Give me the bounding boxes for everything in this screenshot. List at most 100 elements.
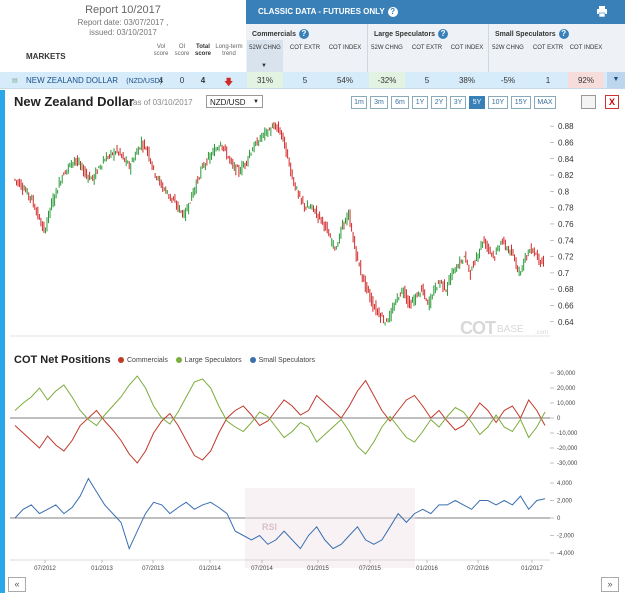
watermark-base: BASE: [497, 324, 524, 335]
help-icon[interactable]: ?: [387, 7, 398, 17]
small-spec-y-tick-label: 2,000: [557, 499, 573, 505]
group-small-speculators: Small Speculators?: [495, 29, 569, 39]
row-collapse-icon[interactable]: ▼: [607, 72, 625, 88]
report-date: Report date: 03/07/2017 ,: [77, 18, 169, 27]
print-chart-icon[interactable]: [581, 95, 596, 109]
x-tick-label: 01/2015: [307, 566, 329, 572]
col-cot-extr-large-spec[interactable]: COT EXTR: [411, 45, 443, 51]
market-row-nzd[interactable]: [0, 72, 625, 89]
cot-section-title: COT Net Positions: [14, 354, 111, 366]
legend-dot-small-spec: [249, 357, 256, 364]
x-tick-label: 07/2012: [34, 566, 56, 572]
col-cot-index-small-spec[interactable]: COT INDEX: [569, 45, 603, 51]
cot-y-tick-label: -30,000: [557, 461, 578, 467]
cot-y-tick-label: 10,000: [557, 401, 576, 407]
cot-y-tick-label: 0: [557, 416, 561, 422]
group-large-speculators: Large Speculators?: [374, 29, 449, 39]
cot-y-tick-label: 30,000: [557, 371, 576, 377]
chart-title: New Zealand Dollar: [14, 94, 134, 109]
zoom-button-5y[interactable]: 5Y: [469, 96, 485, 109]
x-tick-label: 01/2016: [416, 566, 438, 572]
zoom-button-1m[interactable]: 1m: [351, 96, 367, 109]
sort-down-icon: ▼: [261, 63, 267, 69]
rsi-overlay: [245, 488, 415, 568]
close-chart-button[interactable]: X: [605, 95, 619, 109]
watermark-com: .com: [535, 330, 549, 336]
scroll-left-button[interactable]: «: [8, 577, 26, 592]
col-52w-chng-small-spec[interactable]: 52W CHNG: [492, 45, 524, 51]
small-spec-y-tick-label: 0: [557, 516, 561, 522]
price-y-tick-label: 0.82: [558, 171, 574, 180]
price-y-tick-label: 0.86: [558, 138, 574, 147]
help-icon[interactable]: ?: [298, 29, 309, 39]
market-name[interactable]: NEW ZEALAND DOLLAR (NZD/USD): [26, 76, 163, 85]
x-tick-label: 01/2017: [521, 566, 543, 572]
zoom-button-15y[interactable]: 15Y: [511, 96, 531, 109]
col-cot-index-large-spec[interactable]: COT INDEX: [450, 45, 484, 51]
comm-52w-value: 31%: [256, 76, 273, 85]
vol-score: 4: [158, 76, 164, 85]
x-tick-label: 07/2013: [142, 566, 164, 572]
legend-dot-large-spec: [175, 357, 182, 364]
zoom-button-3m[interactable]: 3m: [370, 96, 388, 109]
report-info-panel: [0, 0, 246, 72]
cot-series-commercials: [14, 379, 546, 464]
cell-bg-positive: [369, 72, 405, 88]
help-icon[interactable]: ?: [558, 29, 569, 39]
comm-index-value: 54%: [336, 76, 353, 85]
price-y-tick-label: 0.84: [558, 155, 574, 164]
sspec-52w-value: -5%: [500, 76, 516, 85]
zoom-button-6m[interactable]: 6m: [391, 96, 409, 109]
zoom-button-1y[interactable]: 1Y: [412, 96, 428, 109]
help-icon[interactable]: ?: [438, 29, 449, 39]
price-y-tick-label: 0.76: [558, 220, 574, 229]
print-icon[interactable]: [597, 6, 607, 17]
legend-large-spec[interactable]: Large Speculators: [184, 357, 242, 364]
oi-score-header: OI score: [174, 44, 190, 57]
trend-down-arrow-icon: 🡇: [224, 77, 234, 87]
legend-commercials[interactable]: Commercials: [127, 357, 168, 364]
zoom-button-2y[interactable]: 2Y: [431, 96, 447, 109]
legend-dot-commercials: [118, 357, 124, 364]
divider: [488, 24, 489, 72]
price-y-tick-label: 0.78: [558, 204, 574, 213]
col-cot-extr-commercials[interactable]: COT EXTR: [289, 45, 321, 51]
classic-data-header-bar: [246, 0, 625, 24]
chevron-down-icon: ▼: [253, 99, 259, 105]
cot-y-tick-label: 20,000: [557, 386, 576, 392]
small-spec-y-tick-label: -4,000: [557, 551, 575, 557]
x-tick-label: 01/2013: [91, 566, 113, 572]
col-52w-chng-large-spec[interactable]: 52W CHNG: [371, 45, 403, 51]
total-score: 4: [200, 76, 206, 85]
sort-column-52w-commercials[interactable]: [247, 40, 283, 72]
vol-score-header: Vol score: [153, 44, 169, 57]
classic-data-title: CLASSIC DATA - FUTURES ONLY?: [258, 7, 398, 17]
price-y-tick-label: 0.74: [558, 236, 574, 245]
price-y-tick-label: 0.7: [558, 269, 570, 278]
zoom-button-max[interactable]: MAX: [534, 96, 556, 109]
price-y-tick-label: 0.64: [558, 318, 574, 327]
zoom-button-10y[interactable]: 10Y: [488, 96, 508, 109]
price-y-tick-label: 0.72: [558, 253, 574, 262]
col-cot-index-commercials[interactable]: COT INDEX: [328, 45, 362, 51]
price-y-tick-label: 0.8: [558, 187, 570, 196]
col-52w-chng-commercials[interactable]: 52W CHNG: [249, 45, 281, 51]
legend-small-spec[interactable]: Small Speculators: [258, 357, 315, 364]
cot-series-small-speculators: [14, 477, 546, 550]
x-tick-label: 07/2016: [467, 566, 489, 572]
x-tick-label: 07/2015: [359, 566, 381, 572]
divider: [367, 24, 368, 72]
expand-icon[interactable]: ▤: [12, 78, 18, 84]
sspec-index-value: 92%: [577, 76, 594, 85]
scroll-right-button[interactable]: »: [601, 577, 619, 592]
x-tick-label: 07/2014: [251, 566, 273, 572]
comm-extr-value: 5: [302, 76, 308, 85]
cell-bg-positive: [247, 72, 283, 88]
long-term-trend-header: Long-term trend: [215, 44, 243, 57]
cot-y-tick-label: -10,000: [557, 431, 578, 437]
small-spec-y-tick-label: -2,000: [557, 534, 575, 540]
cot-y-tick-label: -20,000: [557, 446, 578, 452]
col-cot-extr-small-spec[interactable]: COT EXTR: [532, 45, 564, 51]
zoom-button-3y[interactable]: 3Y: [450, 96, 466, 109]
pair-select[interactable]: NZD/USD ▼: [206, 95, 263, 108]
